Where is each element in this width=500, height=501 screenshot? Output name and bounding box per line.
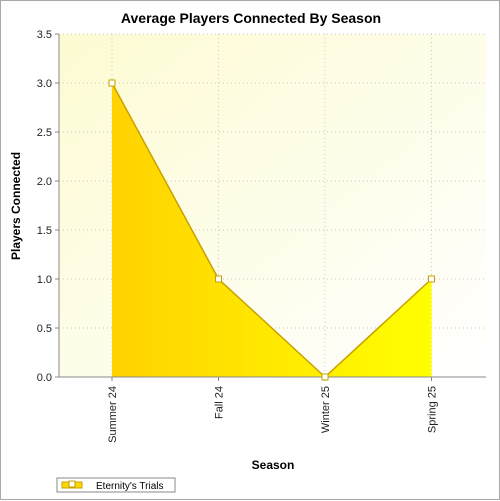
data-point-marker <box>321 373 329 381</box>
data-markers <box>108 79 435 381</box>
y-tick-label: 0.0 <box>37 372 52 384</box>
y-axis-title: Players Connected <box>9 152 23 260</box>
data-point-marker <box>215 275 222 283</box>
series-line <box>111 82 433 379</box>
x-tick-label: Fall 24 <box>214 386 226 419</box>
x-tick-label: Winter 25 <box>320 386 332 433</box>
x-axis-ticks: Summer 24 Fall 24 Winter 25 Spring 25 <box>107 377 439 443</box>
chart-title: Average Players Connected By Season <box>121 10 381 26</box>
x-tick-label: Spring 25 <box>427 386 439 433</box>
legend-box <box>56 477 176 493</box>
legend-label: Eternity's Trials <box>96 481 163 492</box>
legend-marker-icon <box>68 480 76 488</box>
series-area-fill <box>112 83 432 377</box>
x-tick-label: Summer 24 <box>107 386 119 443</box>
y-tick-label: 3.0 <box>37 78 52 90</box>
x-axis-title: Season <box>252 458 295 472</box>
data-point-marker <box>108 79 116 87</box>
y-tick-label: 2.5 <box>37 127 52 139</box>
y-axis-ticks: 0.0 0.5 1.0 1.5 2.0 2.5 3.0 3.5 <box>37 29 59 384</box>
legend-swatch <box>61 480 83 489</box>
y-tick-label: 3.5 <box>37 29 52 41</box>
series-area <box>111 82 433 379</box>
y-tick-label: 1.5 <box>37 225 52 237</box>
y-tick-label: 2.0 <box>37 176 52 188</box>
legend: Eternity's Trials <box>56 477 176 493</box>
axes <box>58 34 486 378</box>
y-tick-label: 1.0 <box>37 274 52 286</box>
y-tick-label: 0.5 <box>37 323 52 335</box>
data-point-marker <box>428 275 435 283</box>
